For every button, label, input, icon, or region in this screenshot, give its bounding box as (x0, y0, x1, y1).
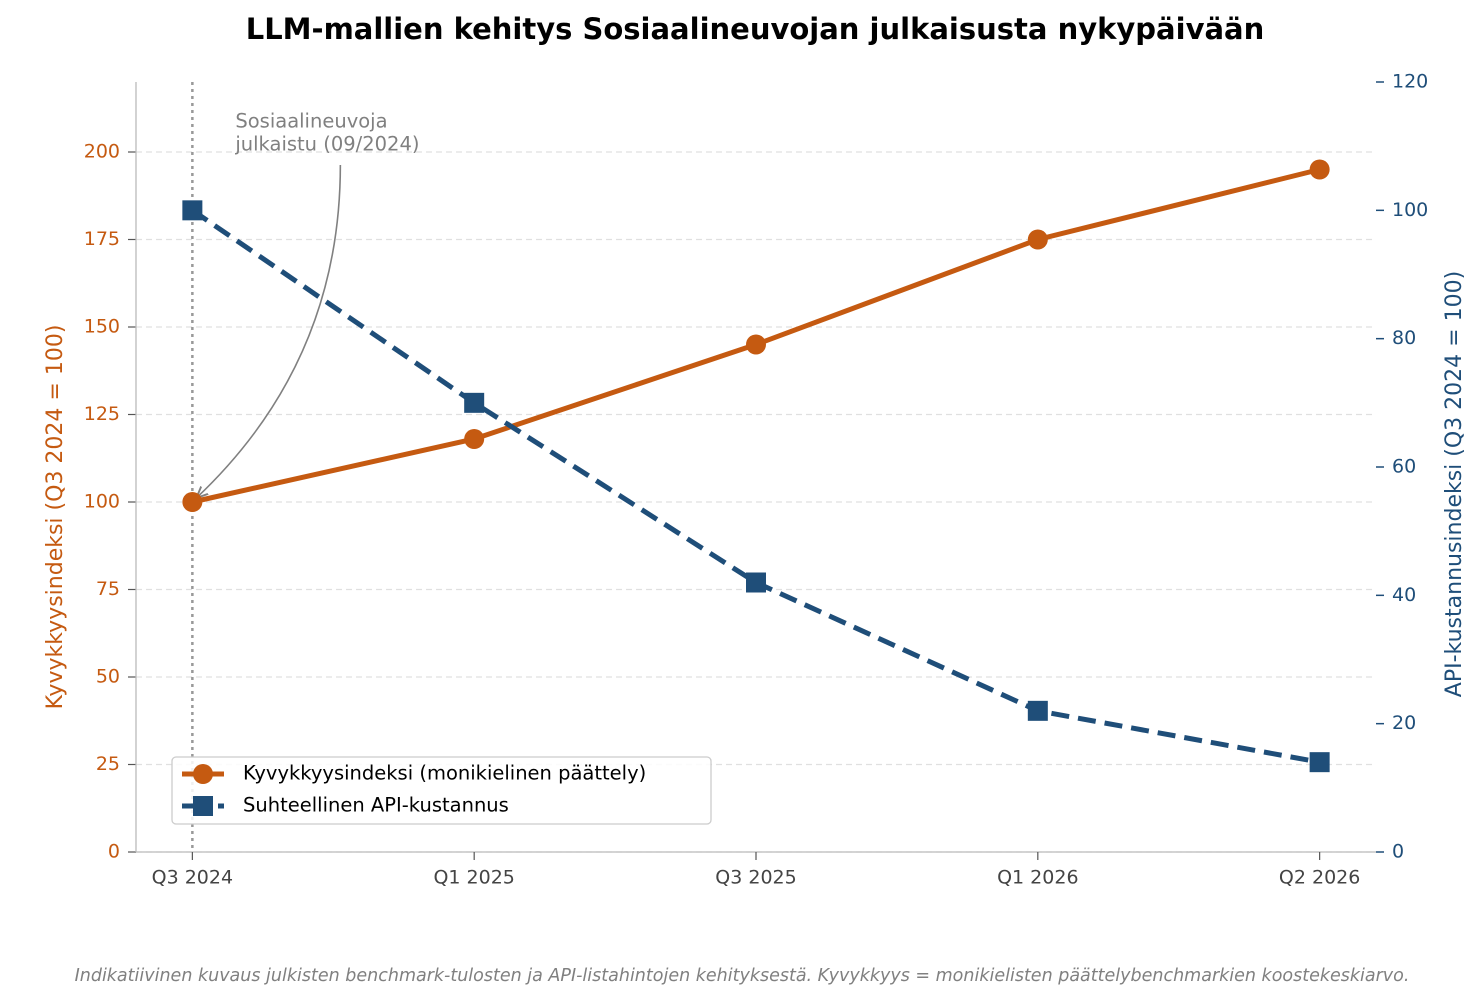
y-tick-label: 125 (84, 403, 120, 425)
marker (1027, 229, 1048, 250)
x-tick-label: Q1 2026 (997, 867, 1078, 889)
y-tick-label: 200 (84, 141, 120, 163)
footnote: Indikatiivinen kuvaus julkisten benchmar… (75, 966, 1410, 986)
marker (182, 200, 203, 221)
x-tick-label: Q2 2026 (1279, 867, 1360, 889)
annotation-arrow (196, 164, 342, 498)
annotation-text: Sosiaalineuvoja (235, 110, 387, 133)
y-tick-label: 75 (96, 578, 120, 600)
y2-tick-label: 80 (1392, 327, 1416, 349)
y-tick-label: 175 (84, 228, 120, 250)
y-tick-label: 100 (84, 491, 120, 513)
y2-tick-label: 20 (1392, 712, 1416, 734)
marker (1309, 752, 1330, 773)
legend-label: Suhteellinen API-kustannus (243, 794, 509, 817)
x-tick-label: Q3 2025 (715, 867, 796, 889)
y-tick-label: 50 (96, 666, 120, 688)
series-line (190, 208, 1321, 765)
y2-tick-label: 100 (1392, 199, 1428, 221)
y-tick-label: 150 (84, 316, 120, 338)
marker (1027, 700, 1048, 721)
marker (464, 429, 485, 449)
y-tick-label: 25 (96, 753, 120, 775)
annotation-text: julkaistu (09/2024) (234, 133, 419, 156)
marker (182, 492, 203, 512)
legend-marker (193, 796, 213, 816)
y2-tick-label: 60 (1392, 456, 1416, 478)
chart-title: LLM-mallien kehitys Sosiaalineuvojan jul… (246, 12, 1265, 46)
y2-tick-label: 0 (1392, 841, 1404, 863)
marker (464, 392, 485, 413)
y2-tick-label: 40 (1392, 584, 1416, 606)
x-tick-label: Q1 2025 (433, 867, 514, 889)
y-tick-label: 0 (108, 841, 120, 863)
marker (1309, 159, 1330, 180)
legend-box (171, 756, 712, 825)
y2-tick-label: 120 (1392, 71, 1428, 93)
legend-marker (193, 764, 213, 784)
marker (746, 334, 766, 355)
y2-axis-label: API-kustannusindeksi (Q3 2024 = 100) (1442, 271, 1467, 697)
marker (746, 572, 766, 593)
legend-label: Kyvykkyysindeksi (monikielinen päättely) (243, 762, 646, 785)
y-axis-label: Kyvykkyysindeksi (Q3 2024 = 100) (43, 325, 68, 710)
x-tick-label: Q3 2024 (152, 867, 233, 889)
